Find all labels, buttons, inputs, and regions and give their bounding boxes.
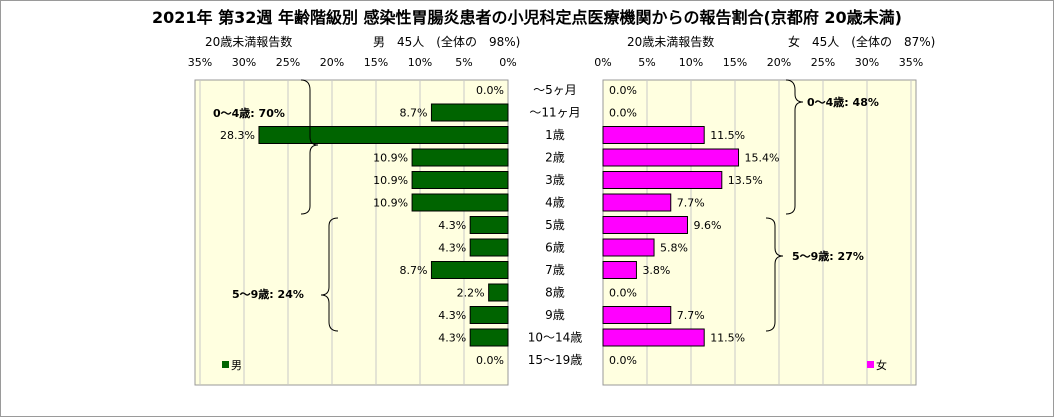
category-label: 10～14歳: [528, 331, 583, 345]
male-ticks: 35% 30% 25% 20% 15% 10% 5% 0%: [188, 56, 517, 69]
male-bar: [411, 193, 509, 212]
male-bar: [430, 103, 509, 122]
female-bar: [602, 126, 705, 144]
male-bar: [469, 328, 509, 347]
female-tick-label: 15%: [723, 56, 747, 69]
female-0-4-bracket: [785, 79, 804, 215]
female-legend-swatch: [867, 361, 874, 368]
female-data-label: 9.6%: [693, 219, 721, 232]
male-tick-label: 10%: [408, 56, 432, 69]
male-tick-label: 35%: [188, 56, 212, 69]
male-tick-label: 0%: [499, 56, 516, 69]
male-bar: [258, 126, 509, 144]
category-label: 3歳: [545, 173, 565, 187]
category-labels: ～5ヶ月 ～11ヶ月 1歳 2歳 3歳 4歳 5歳 6歳 7歳 8歳 9歳 10～14歳 15～19歳: [528, 83, 583, 367]
male-data-label: 8.7%: [399, 264, 427, 277]
category-label: 9歳: [545, 308, 565, 322]
female-tick-label: 10%: [679, 56, 703, 69]
male-axis-label: 20歳未満報告数: [205, 35, 293, 49]
male-bar: [411, 148, 509, 167]
male-summary: 男 45人 (全体の 98%): [373, 35, 521, 49]
female-tick-label: 25%: [811, 56, 835, 69]
category-label: 7歳: [545, 263, 565, 277]
category-label: 8歳: [545, 286, 565, 300]
female-5-9-annotation: 5～9歳: 27%: [792, 249, 864, 263]
category-label: 5歳: [545, 218, 565, 232]
female-axis-label: 20歳未満報告数: [627, 35, 715, 49]
male-data-label: 0.0%: [476, 84, 504, 97]
female-data-label: 7.7%: [677, 309, 705, 322]
female-data-label: 11.5%: [710, 332, 745, 345]
male-5-9-bracket: [320, 217, 339, 332]
female-bar: [602, 238, 655, 257]
male-5-9-annotation: 5～9歳: 24%: [232, 287, 304, 301]
category-label: 6歳: [545, 241, 565, 255]
female-5-9-bracket: [765, 217, 784, 332]
male-tick-label: 30%: [232, 56, 256, 69]
male-0-4-bracket: [300, 79, 319, 215]
female-legend-label: 女: [876, 358, 887, 372]
female-bar: [602, 193, 672, 212]
male-data-label: 10.9%: [373, 174, 408, 187]
male-0-4-annotation: 0～4歳: 70%: [213, 106, 285, 120]
female-bar: [602, 216, 688, 234]
male-tick-label: 20%: [320, 56, 344, 69]
category-label: ～5ヶ月: [533, 83, 577, 97]
male-data-label: 4.3%: [438, 219, 466, 232]
male-tick-label: 25%: [276, 56, 300, 69]
chart-title: 2021年 第32週 年齢階級別 感染性胃腸炎患者の小児科定点医療機関からの報告…: [152, 8, 902, 27]
male-data-label: 2.2%: [457, 287, 485, 300]
female-data-label: 0.0%: [609, 287, 637, 300]
female-bar: [602, 148, 740, 167]
female-ticks: 0% 5% 10% 15% 20% 25% 30% 35%: [594, 56, 923, 69]
female-data-label: 5.8%: [660, 242, 688, 255]
female-bar: [602, 306, 672, 324]
female-summary: 女 45人 (全体の 87%): [788, 35, 936, 49]
male-data-label: 28.3%: [220, 129, 255, 142]
male-bar: [469, 238, 509, 257]
male-data-label: 10.9%: [373, 152, 408, 165]
male-data-label: 10.9%: [373, 197, 408, 210]
female-tick-label: 20%: [767, 56, 791, 69]
male-bar: [411, 171, 509, 189]
category-label: 15～19歳: [528, 353, 583, 367]
female-data-label: 15.4%: [745, 152, 780, 165]
female-tick-label: 0%: [594, 56, 611, 69]
male-bar: [488, 283, 509, 302]
female-data-label: 0.0%: [609, 107, 637, 120]
male-data-label: 8.7%: [399, 107, 427, 120]
female-data-label: 13.5%: [728, 174, 763, 187]
male-legend-swatch: [222, 361, 229, 368]
female-bar: [602, 171, 723, 189]
category-label: ～11ヶ月: [529, 106, 580, 120]
female-data-label: 11.5%: [710, 129, 745, 142]
female-tick-label: 30%: [855, 56, 879, 69]
category-label: 1歳: [545, 128, 565, 142]
female-data-label: 0.0%: [609, 84, 637, 97]
female-data-label: 0.0%: [609, 354, 637, 367]
female-bar: [602, 328, 705, 347]
category-label: 4歳: [545, 196, 565, 210]
male-legend-label: 男: [231, 359, 242, 372]
male-bar: [469, 216, 509, 234]
female-bar: [602, 261, 637, 279]
female-0-4-annotation: 0～4歳: 48%: [807, 95, 879, 109]
male-data-label: 0.0%: [476, 354, 504, 367]
female-tick-label: 5%: [638, 56, 655, 69]
male-bar: [430, 261, 509, 279]
male-data-label: 4.3%: [438, 332, 466, 345]
male-tick-label: 15%: [364, 56, 388, 69]
male-tick-label: 5%: [455, 56, 472, 69]
bars: 0.0% 0.0% 8.7% 0.0% 28.3% 11.5% 10.9% 15.4% 10.9…: [220, 84, 779, 367]
female-data-label: 7.7%: [677, 197, 705, 210]
female-tick-label: 35%: [899, 56, 923, 69]
category-label: 2歳: [545, 151, 565, 165]
male-data-label: 4.3%: [438, 309, 466, 322]
male-data-label: 4.3%: [438, 242, 466, 255]
male-bar: [469, 306, 509, 324]
female-data-label: 3.8%: [642, 264, 670, 277]
